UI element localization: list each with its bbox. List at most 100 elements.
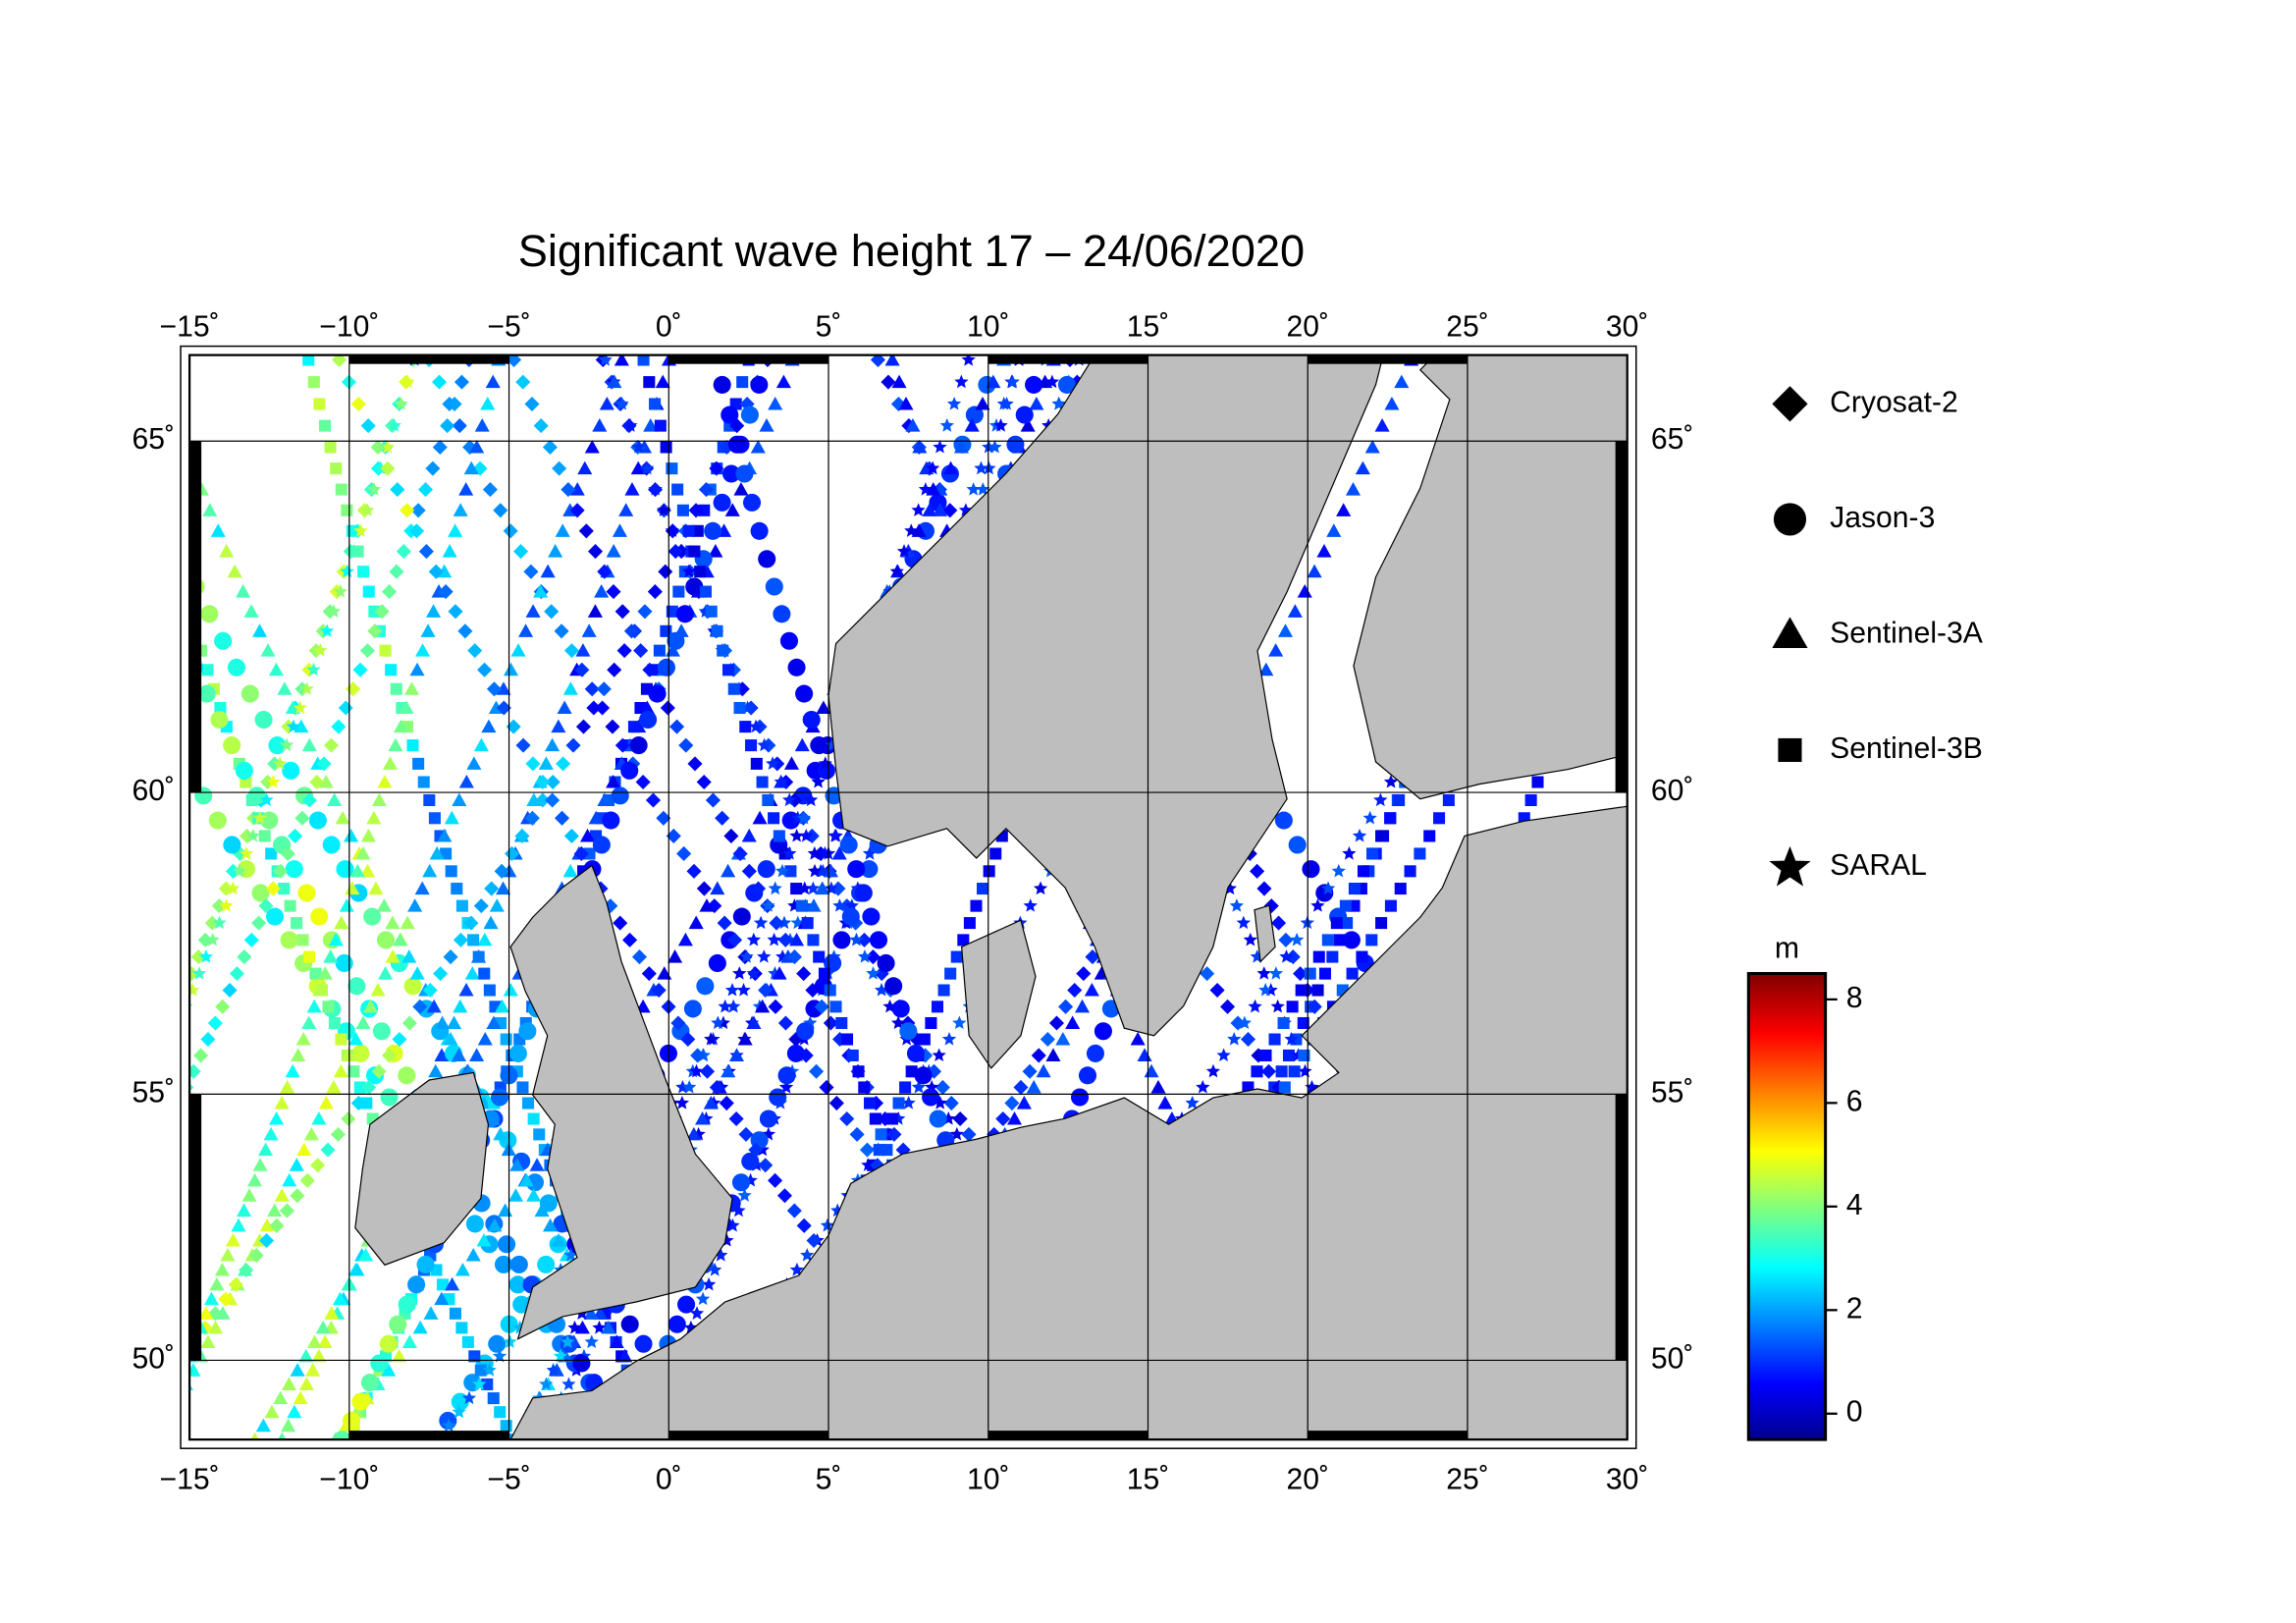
track-point [864,1097,877,1109]
track-point [266,907,285,926]
track-point [694,566,707,578]
track-point [544,604,560,620]
track-point [324,1306,340,1320]
colorbar [1746,971,1828,1441]
track-point [598,354,613,366]
track-point [641,966,657,982]
track-point [736,376,749,389]
track-point [376,898,392,912]
track-point [759,1109,777,1128]
track-point [713,493,731,512]
track-point [1384,396,1400,410]
y-tick-label: 65˚ [132,423,175,456]
track-point [445,1276,460,1291]
track-point [875,1128,887,1141]
track-point [835,1016,848,1030]
track-point [318,1096,334,1109]
track-point [461,1335,474,1348]
track-point [452,1404,466,1419]
track-point [963,917,976,930]
track-point [1310,898,1325,912]
track-point [473,898,489,914]
track-point [699,1063,716,1079]
track-point [931,1001,944,1013]
track-point [574,662,590,677]
track-point [977,883,989,895]
track-point [522,1097,535,1109]
track-point [473,737,489,752]
track-point [189,982,200,997]
track-point [1277,623,1294,637]
track-point [152,711,170,729]
track-point [796,966,812,982]
track-point [1279,949,1294,963]
track-point [267,1203,283,1217]
track-point [220,1248,236,1262]
chart-title: Significant wave height 17 – 24/06/2020 [518,226,1305,276]
track-point [371,792,387,807]
track-point [688,545,701,558]
x-tick-label: 15˚ [1127,310,1170,343]
track-point [918,482,934,496]
x-tick-label: 0˚ [656,1463,682,1495]
track-point [758,1158,774,1173]
track-point [513,544,529,560]
track-point [428,1063,444,1078]
track-point [467,643,483,659]
track-point [352,662,368,677]
track-point [1044,374,1060,389]
track-point [1357,865,1370,878]
track-point [451,1048,467,1061]
frame-segment [668,1431,829,1440]
track-point [362,999,379,1013]
track-point [643,418,659,432]
track-point [1404,865,1416,878]
track-point [1321,934,1334,947]
track-point [562,863,578,878]
track-point [572,1354,591,1373]
track-point [493,1126,508,1141]
track-point [1026,1079,1041,1094]
track-point [307,376,320,389]
track-point [414,881,430,895]
track-point [465,1215,484,1233]
track-point [1346,967,1359,980]
track-point [445,865,457,878]
track-point [160,522,178,540]
track-point [587,604,603,618]
track-point [422,863,438,878]
track-point [607,662,622,677]
track-point [265,847,278,860]
track-point [859,1142,876,1158]
track-point [588,810,604,825]
track-point [739,721,752,733]
track-point [540,564,556,578]
track-point [197,684,216,703]
track-point [898,396,914,410]
track-point [728,1048,745,1061]
y-tick-label: 60˚ [132,775,175,807]
track-point [345,881,360,895]
track-point [569,503,585,518]
track-point [284,899,296,912]
track-point [682,524,695,537]
frame-segment [1308,354,1468,364]
track-point [724,982,740,997]
track-point [380,1088,399,1107]
track-point [856,932,873,947]
track-point [702,1276,717,1291]
track-point [786,1044,805,1062]
track-point [198,949,214,963]
legend-symbol [1778,737,1802,763]
track-point [347,1031,364,1046]
legend-label: Sentinel-3B [1830,732,1983,765]
track-point [818,967,830,980]
track-point [482,482,498,498]
track-point [832,898,847,912]
track-point [243,604,259,618]
frame-segment [988,1431,1148,1440]
track-point [392,1031,407,1048]
track-point [510,643,526,657]
track-point [614,604,630,620]
